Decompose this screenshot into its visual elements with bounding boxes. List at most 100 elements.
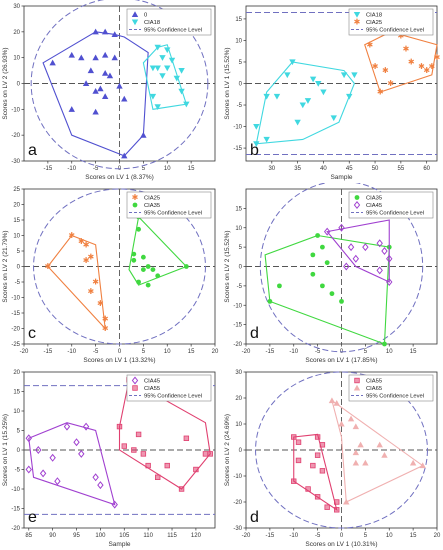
legend-label: CIA25 (144, 196, 160, 202)
y-tick-label: 10 (235, 422, 242, 428)
panel-b: 30 35 40 45 50 55 60 -15 -10 -5 0 5 10 15 Sample Scores… (222, 0, 443, 183)
data-point (49, 453, 56, 462)
data-point: ✱ (45, 262, 52, 271)
y-axis-label: Scores on LV 1 (15.25%) (2, 414, 9, 486)
legend-label: 95% Confidence Level (366, 28, 424, 34)
y-tick-label: 5 (239, 60, 243, 66)
data-point (140, 451, 147, 457)
series-hull (142, 44, 188, 110)
chart-svg: -15 -10 -5 0 5 10 15 -30 -20 -10 0 10 20 30 Scores on … (2, 0, 216, 181)
x-tick-label: 45 (346, 166, 353, 172)
data-point (273, 93, 281, 100)
data-point (178, 88, 185, 95)
data-point (253, 141, 260, 147)
y-tick-label: 10 (13, 409, 20, 415)
data-point (291, 434, 297, 440)
y-axis-label: Scores on LV 2 (24.69%) (224, 414, 231, 486)
data-point (304, 98, 312, 104)
data-point (289, 59, 296, 66)
y-tick-label: -10 (11, 487, 20, 493)
x-tick-label: 0 (340, 533, 344, 539)
panel-letter: e (28, 509, 37, 526)
data-point: ✱ (87, 287, 94, 296)
y-tick-label: 15 (235, 206, 242, 212)
legend-label: CIA35 (366, 196, 382, 202)
legend-label: CIA35 (144, 203, 160, 209)
x-tick-label: -15 (44, 166, 53, 172)
data-point: ✱ (367, 40, 374, 49)
data-point (324, 260, 330, 266)
data-point (324, 504, 330, 510)
x-tick-label: 40 (320, 166, 327, 172)
y-tick-label: 0 (239, 448, 243, 454)
data-point: ✱ (387, 79, 394, 88)
x-tick-label: 5 (364, 533, 368, 539)
data-point (294, 119, 301, 126)
y-tick-label: -20 (233, 342, 242, 348)
data-point: ✱ (428, 62, 435, 71)
data-point (173, 75, 180, 82)
data-point (340, 72, 348, 79)
data-point (343, 498, 350, 505)
data-point (92, 108, 99, 115)
x-tick-label: 5 (364, 349, 368, 355)
data-point: ✱ (398, 32, 405, 41)
data-point (362, 459, 369, 466)
data-point (54, 477, 61, 486)
data-point (92, 88, 99, 94)
data-point (284, 72, 291, 79)
data-point (409, 459, 417, 466)
y-tick-label: -30 (11, 159, 20, 165)
x-axis-label: Sample (330, 174, 352, 181)
series-hull (47, 234, 106, 331)
legend-label: 95% Confidence Level (144, 211, 202, 217)
legend-label: CIA45 (144, 379, 160, 385)
data-point (183, 264, 189, 269)
legend-marker (353, 11, 361, 18)
x-tick-label: 20 (434, 533, 441, 539)
data-point (121, 152, 128, 159)
y-axis-label: Scores on LV 2 (21.79%) (2, 230, 9, 302)
data-point (87, 67, 95, 74)
data-point (333, 400, 340, 406)
data-point (305, 486, 311, 492)
data-point (352, 423, 360, 430)
data-point (376, 441, 383, 448)
series-hull (264, 234, 390, 345)
data-point (92, 28, 99, 35)
x-tick-label: 50 (372, 166, 379, 172)
panel-letter: d (250, 509, 259, 526)
x-tick-label: 15 (188, 349, 195, 355)
data-point (334, 499, 340, 505)
data-point (73, 438, 80, 447)
y-tick-label: 10 (13, 234, 20, 240)
data-point (164, 47, 171, 54)
data-point: ✱ (423, 66, 430, 75)
data-point: ✱ (87, 253, 94, 262)
data-point (131, 251, 137, 257)
y-tick-label: 5 (17, 429, 21, 435)
y-tick-label: -30 (233, 526, 242, 532)
data-point (352, 459, 360, 466)
x-tick-label: 0 (118, 349, 122, 355)
data-point: ✱ (83, 256, 90, 265)
y-tick-label: 15 (13, 390, 20, 396)
x-tick-label: 10 (164, 349, 171, 355)
data-point (419, 462, 426, 469)
series-hull (128, 215, 188, 286)
data-point: ✱ (377, 88, 384, 97)
data-point (310, 462, 316, 469)
y-tick-label: -10 (11, 107, 20, 113)
chart-svg: -20 -15 -10 -5 0 5 10 15 20-25-20-15-10-50510152… (2, 187, 219, 364)
data-point (178, 68, 185, 74)
legend-box (348, 8, 434, 36)
data-point: ✱ (102, 315, 109, 324)
legend-box (348, 374, 434, 402)
data-point (347, 243, 355, 252)
data-point: ✱ (382, 66, 389, 75)
data-point (338, 223, 345, 232)
